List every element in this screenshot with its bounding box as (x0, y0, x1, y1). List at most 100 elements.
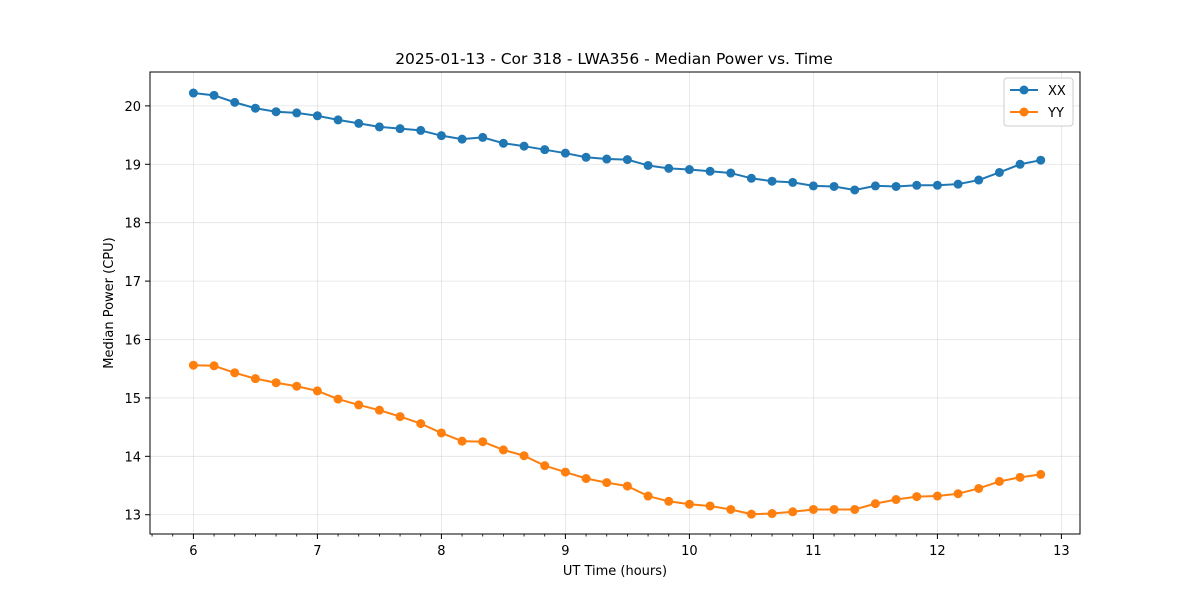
data-point (416, 419, 426, 429)
data-point (994, 476, 1004, 486)
data-point (498, 445, 508, 455)
data-point (478, 132, 488, 142)
data-point (457, 436, 467, 446)
data-point (664, 163, 674, 173)
data-point (519, 451, 529, 461)
data-point (374, 405, 384, 415)
data-point (746, 173, 756, 183)
data-point (188, 88, 198, 98)
data-point (312, 386, 322, 396)
data-point (767, 176, 777, 186)
data-point (1036, 469, 1046, 479)
data-point (767, 509, 777, 519)
x-tick-label: 12 (929, 544, 946, 559)
data-point (436, 131, 446, 141)
data-point (953, 179, 963, 189)
y-tick-label: 14 (124, 450, 141, 465)
data-point (602, 154, 612, 164)
data-point (416, 125, 426, 135)
data-point (395, 412, 405, 422)
data-point (457, 134, 467, 144)
data-point (788, 507, 798, 517)
y-axis-label: Median Power (CPU) (102, 237, 117, 368)
data-point (870, 181, 880, 191)
data-point (829, 504, 839, 514)
x-tick-label: 9 (561, 544, 569, 559)
data-point (519, 141, 529, 151)
legend-entry-yy: YY (1010, 106, 1064, 121)
data-point (829, 181, 839, 191)
data-point (230, 368, 240, 378)
data-point (746, 509, 756, 519)
x-axis-label: UT Time (hours) (563, 564, 667, 579)
y-tick-label: 17 (124, 275, 141, 290)
data-point (912, 180, 922, 190)
data-point (312, 111, 322, 121)
data-point (581, 152, 591, 162)
data-point (581, 474, 591, 484)
data-point (891, 181, 901, 191)
legend-label: YY (1047, 106, 1064, 121)
y-tick-label: 20 (124, 100, 141, 115)
x-tick-label: 8 (437, 544, 445, 559)
data-point (974, 175, 984, 185)
grid-lines (150, 72, 1080, 534)
data-point (994, 167, 1004, 177)
data-point (271, 107, 281, 117)
data-point (436, 428, 446, 438)
series-yy (188, 360, 1046, 519)
x-tick-label: 6 (189, 544, 197, 559)
plot-area: 6 7 8 9 10 11 12 13 13 14 15 16 17 18 19 20 (124, 71, 1081, 559)
data-point (292, 381, 302, 391)
legend-swatch-marker (1019, 107, 1029, 117)
data-point (850, 504, 860, 514)
data-point (540, 461, 550, 471)
data-point (602, 478, 612, 488)
data-point (622, 481, 632, 491)
data-point (560, 467, 570, 477)
data-point (684, 165, 694, 175)
data-point (726, 504, 736, 514)
legend-entry-xx: XX (1010, 84, 1066, 99)
data-point (374, 122, 384, 132)
data-point (1015, 159, 1025, 169)
x-tick-label: 10 (681, 544, 698, 559)
x-tick-label: 13 (1053, 544, 1070, 559)
x-tick-label: 7 (313, 544, 321, 559)
legend-swatch-marker (1019, 85, 1029, 95)
data-point (912, 492, 922, 502)
y-tick-label: 18 (124, 217, 141, 232)
axes-frame (149, 71, 1081, 535)
data-point (230, 97, 240, 107)
data-point (250, 374, 260, 384)
data-point (788, 177, 798, 187)
y-tick-label: 15 (124, 392, 141, 407)
data-point (354, 118, 364, 128)
tick-marks: 6 7 8 9 10 11 12 13 13 14 15 16 17 18 19 20 (124, 100, 1069, 559)
data-point (932, 180, 942, 190)
data-point (808, 504, 818, 514)
legend-label: XX (1048, 84, 1066, 99)
data-point (188, 360, 198, 370)
data-point (333, 115, 343, 125)
data-point (250, 103, 260, 113)
data-point (498, 138, 508, 148)
data-point (705, 166, 715, 176)
data-point (643, 160, 653, 170)
data-point (808, 181, 818, 191)
data-point (705, 501, 715, 511)
data-point (870, 499, 880, 509)
data-point (354, 400, 364, 410)
data-point (850, 185, 860, 195)
data-point (271, 378, 281, 388)
y-tick-label: 19 (124, 158, 141, 173)
data-point (292, 108, 302, 118)
chart-title: 2025-01-13 - Cor 318 - LWA356 - Median P… (395, 50, 833, 68)
data-point (540, 145, 550, 155)
data-point (209, 361, 219, 371)
data-point (1036, 155, 1046, 165)
data-point (1015, 472, 1025, 482)
data-point (395, 124, 405, 134)
